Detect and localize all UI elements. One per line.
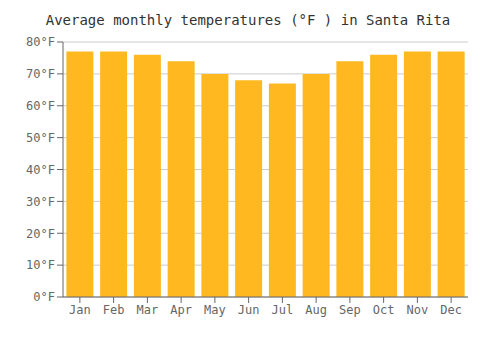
svg-text:50°F: 50°F xyxy=(26,131,55,145)
svg-text:Aug: Aug xyxy=(305,303,327,317)
svg-text:20°F: 20°F xyxy=(26,227,55,241)
svg-text:Jul: Jul xyxy=(272,303,294,317)
svg-text:60°F: 60°F xyxy=(26,99,55,113)
html-text:Average monthly temperatures (: Average monthly temperatures (°F ) in Sa… xyxy=(45,12,451,28)
svg-text:Jun: Jun xyxy=(238,303,260,317)
svg-text:0°F: 0°F xyxy=(33,290,55,304)
svg-text:80°F: 80°F xyxy=(26,35,55,49)
svg-text:Jan: Jan xyxy=(69,303,91,317)
svg-text:40°F: 40°F xyxy=(26,163,55,177)
svg-text:30°F: 30°F xyxy=(26,195,55,209)
svg-text:May: May xyxy=(204,303,226,317)
svg-text:Apr: Apr xyxy=(170,303,192,317)
svg-text:Feb: Feb xyxy=(103,303,125,317)
svg-text:Dec: Dec xyxy=(440,303,462,317)
svg-text:10°F: 10°F xyxy=(26,258,55,272)
svg-text:70°F: 70°F xyxy=(26,67,55,81)
svg-text:Nov: Nov xyxy=(407,303,429,317)
svg-text:Mar: Mar xyxy=(137,303,159,317)
svg-text:Sep: Sep xyxy=(339,303,361,317)
svg-text:Oct: Oct xyxy=(373,303,395,317)
